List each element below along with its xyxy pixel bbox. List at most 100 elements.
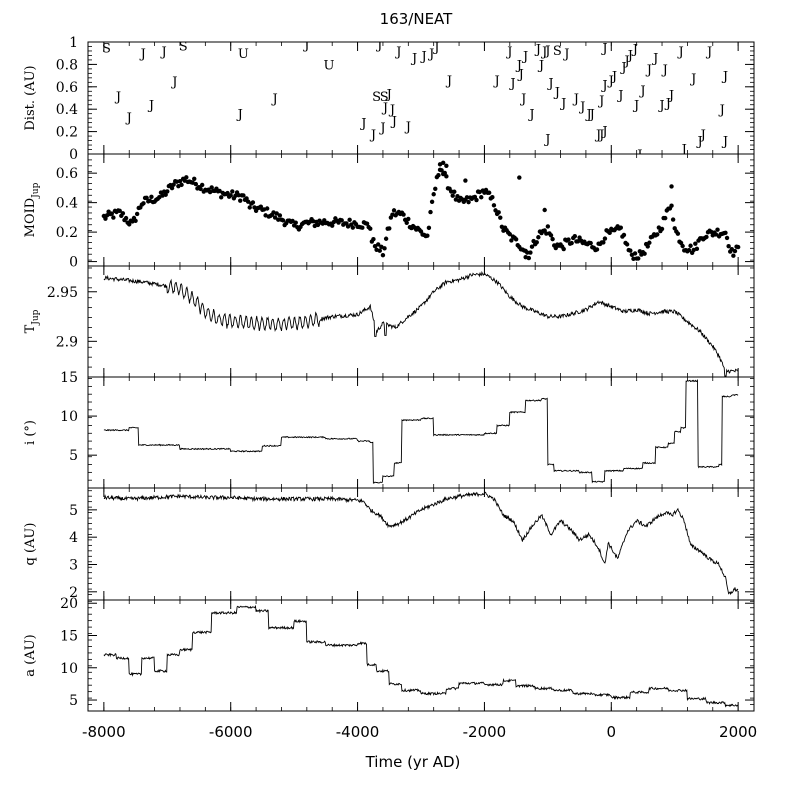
y-tick-label: 0.2	[56, 125, 78, 141]
moid-point	[545, 224, 551, 229]
encounter-marker: J	[427, 47, 434, 62]
y-tick-label: 5	[69, 503, 78, 519]
moid-point	[491, 203, 497, 208]
encounter-marker: J	[170, 75, 177, 90]
y-tick-label: 4	[69, 530, 78, 546]
moid-point	[293, 220, 298, 225]
encounter-marker: J	[432, 40, 439, 55]
x-tick-label: -2000	[463, 723, 507, 741]
moid-point	[588, 240, 593, 246]
moid-point	[198, 186, 203, 192]
moid-point	[241, 193, 246, 198]
moid-point	[544, 231, 549, 236]
encounter-marker: U	[238, 47, 249, 62]
encounter-marker: J	[160, 45, 167, 60]
moid-point	[277, 213, 283, 218]
encounter-marker: J	[657, 99, 664, 114]
encounter-marker: J	[375, 38, 382, 53]
encounter-marker: J	[572, 92, 579, 107]
y-tick-label: 20	[60, 596, 78, 612]
moid-point	[704, 234, 709, 240]
encounter-marker: J	[619, 61, 626, 76]
moid-point	[217, 188, 222, 194]
moid-point	[724, 235, 730, 241]
moid-point	[735, 244, 741, 250]
encounter-marker: J	[236, 108, 243, 123]
moid-point	[645, 244, 650, 249]
moid-point	[450, 193, 455, 198]
encounter-marker: J	[147, 99, 154, 114]
moid-point	[669, 203, 674, 208]
y-tick-label: 5	[69, 448, 78, 464]
encounter-marker: J	[600, 124, 607, 139]
encounter-marker: J	[359, 117, 366, 132]
panel-frame	[87, 599, 755, 712]
encounter-marker: J	[676, 45, 683, 60]
moid-point	[245, 199, 251, 204]
encounter-marker: J	[404, 120, 411, 135]
moid-point	[428, 209, 433, 215]
x-tick-label: -4000	[336, 723, 380, 741]
moid-point	[123, 215, 129, 221]
encounter-marker: J	[534, 43, 541, 58]
moid-point	[209, 185, 214, 190]
y-tick-label: 2	[69, 585, 78, 601]
moid-point	[192, 176, 197, 182]
y-axis-label: i (°)	[23, 420, 38, 445]
moid-point	[618, 225, 623, 230]
encounter-marker: J	[600, 79, 607, 94]
moid-point	[133, 218, 138, 224]
encounter-marker: J	[381, 101, 388, 116]
moid-point	[238, 198, 243, 203]
moid-point	[663, 215, 668, 221]
moid-point	[536, 235, 541, 240]
moid-point	[441, 160, 446, 166]
encounter-marker: J	[578, 100, 585, 115]
encounter-marker: J	[390, 114, 397, 129]
moid-point	[466, 199, 471, 205]
moid-point	[165, 189, 170, 194]
encounter-marker: J	[623, 54, 630, 69]
encounter-marker: J	[385, 88, 392, 103]
x-tick-label: 2000	[719, 723, 757, 741]
moid-point	[726, 243, 731, 249]
moid-point	[632, 251, 638, 256]
moid-point	[553, 245, 558, 251]
moid-point	[149, 194, 154, 200]
moid-point	[272, 215, 278, 220]
encounter-marker: J	[388, 103, 395, 118]
y-tick-label: 2.95	[47, 285, 78, 301]
y-tick-label: 0.4	[56, 102, 78, 118]
moid-point	[250, 200, 256, 205]
encounter-marker: J	[721, 70, 728, 85]
encounter-marker: J	[616, 89, 623, 104]
moid-point	[548, 233, 554, 238]
encounter-marker: S	[179, 39, 188, 54]
moid-point	[276, 217, 281, 222]
encounter-marker: J	[651, 52, 658, 67]
moid-point	[247, 205, 252, 210]
moid-point	[103, 216, 108, 221]
moid-point	[517, 175, 522, 180]
encounter-marker: J	[721, 135, 728, 150]
encounter-marker: J	[537, 58, 544, 73]
moid-point	[723, 230, 728, 235]
moid-point	[670, 217, 676, 222]
moid-point	[713, 232, 719, 237]
moid-point	[621, 232, 627, 238]
encounter-marker: J	[543, 132, 550, 147]
encounter-marker: J	[521, 49, 528, 64]
encounter-marker: J	[689, 72, 696, 87]
moid-point	[642, 251, 647, 256]
moid-point	[715, 227, 720, 232]
moid-point	[236, 193, 241, 198]
y-tick-label: 3	[69, 557, 78, 573]
moid-point	[177, 179, 183, 184]
encounter-marker: J	[610, 70, 617, 85]
encounter-marker: J	[667, 89, 674, 104]
encounter-marker: J	[635, 148, 642, 163]
moid-point	[550, 236, 555, 242]
moid-point	[655, 232, 660, 237]
encounter-marker: J	[125, 111, 132, 126]
